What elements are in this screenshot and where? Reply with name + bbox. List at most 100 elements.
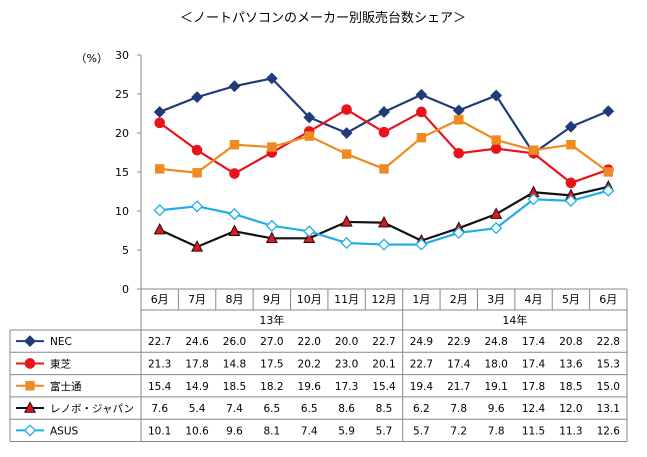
series-3-legend-marker xyxy=(23,401,37,413)
series-1-point xyxy=(378,126,390,138)
series-0-legend-marker xyxy=(24,335,36,348)
series-0-point xyxy=(228,80,241,93)
series-0-point xyxy=(565,120,577,133)
x-tick-label: 12月 xyxy=(372,293,397,306)
series-0-value-label: 22.7 xyxy=(372,336,395,348)
series-1-value-label: 23.0 xyxy=(335,358,358,370)
series-1-value-label: 17.5 xyxy=(260,358,283,370)
x-tick-label: 2月 xyxy=(450,293,468,306)
x-tick-label: 1月 xyxy=(412,293,430,306)
series-0-value-label: 17.4 xyxy=(522,336,546,348)
series-0-value-label: 24.9 xyxy=(410,336,433,348)
series-0-value-label: 22.9 xyxy=(447,336,470,348)
series-3-point xyxy=(340,215,353,227)
series-3-value-label: 13.1 xyxy=(597,403,620,415)
series-4-value-label: 9.6 xyxy=(226,425,243,437)
series-4-point xyxy=(602,184,615,197)
x-tick-label: 6月 xyxy=(151,293,169,306)
series-3-value-label: 8.6 xyxy=(338,403,355,415)
series-4-point xyxy=(415,238,428,251)
series-1-legend-marker xyxy=(24,358,36,369)
series-1-value-label: 14.8 xyxy=(223,358,246,370)
series-4-legend-label: ASUS xyxy=(50,425,79,437)
series-1-point xyxy=(154,117,165,129)
x-tick-label: 8月 xyxy=(225,293,243,306)
series-2-point xyxy=(379,164,389,174)
series-0-value-label: 24.8 xyxy=(484,336,507,348)
x-tick-label: 11月 xyxy=(334,293,359,306)
series-0-point xyxy=(265,72,278,85)
series-2-point xyxy=(454,115,464,125)
series-1-value-label: 20.1 xyxy=(372,358,395,370)
series-3-value-label: 6.5 xyxy=(301,403,318,415)
series-2-value-label: 15.0 xyxy=(597,381,620,393)
series-1-value-label: 17.4 xyxy=(447,358,471,370)
series-1-point xyxy=(416,106,427,118)
series-1-point xyxy=(453,147,465,159)
series-2-value-label: 14.9 xyxy=(185,381,208,393)
series-3-value-label: 7.4 xyxy=(226,403,243,415)
series-0-point xyxy=(378,106,390,118)
series-0-point xyxy=(415,88,428,101)
series-2-point xyxy=(491,135,501,145)
series-3-value-label: 6.5 xyxy=(263,403,280,415)
y-tick-label: 0 xyxy=(122,283,129,296)
series-4-point xyxy=(265,219,278,232)
series-1-value-label: 18.0 xyxy=(484,358,507,370)
series-4-value-label: 5.7 xyxy=(376,425,393,437)
series-2-value-label: 19.6 xyxy=(298,381,322,393)
series-4-value-label: 8.1 xyxy=(263,425,280,437)
series-2-point xyxy=(341,149,352,159)
series-2-point xyxy=(528,145,539,155)
series-0-point xyxy=(303,111,316,124)
y-tick-label: 5 xyxy=(122,244,129,257)
series-4-value-label: 10.1 xyxy=(148,425,171,437)
series-0-value-label: 22.0 xyxy=(298,336,321,348)
x-tick-label: 3月 xyxy=(487,293,505,306)
series-2-point xyxy=(566,140,576,150)
x-tick-label: 9月 xyxy=(263,293,281,306)
series-2-value-label: 15.4 xyxy=(372,381,396,393)
series-1-value-label: 21.3 xyxy=(148,358,171,370)
series-2-point xyxy=(603,167,614,177)
series-4-legend-marker xyxy=(23,424,37,437)
series-3-value-label: 7.6 xyxy=(151,403,168,415)
series-3-point xyxy=(228,224,241,236)
y-tick-label: 10 xyxy=(115,205,129,218)
series-0-point xyxy=(340,127,353,139)
x-tick-label: 10月 xyxy=(297,293,322,306)
series-0-point xyxy=(452,104,465,117)
series-2-point xyxy=(416,132,427,143)
series-0-value-label: 22.8 xyxy=(597,336,620,348)
x-tick-label: 6月 xyxy=(599,293,617,306)
series-4-value-label: 7.8 xyxy=(488,425,505,437)
series-1-point xyxy=(229,168,240,179)
series-0-value-label: 26.0 xyxy=(223,336,246,348)
series-1-point xyxy=(191,144,203,156)
series-4-value-label: 5.7 xyxy=(413,425,430,437)
series-3-point xyxy=(377,215,391,228)
series-4-value-label: 11.3 xyxy=(559,425,582,437)
series-4-point xyxy=(452,226,465,239)
series-4-point xyxy=(340,236,353,250)
series-3-value-label: 7.8 xyxy=(450,403,467,415)
series-2-point xyxy=(267,142,277,152)
series-1-value-label: 22.7 xyxy=(410,358,433,370)
series-2-point xyxy=(229,140,240,150)
series-4-point xyxy=(190,200,204,213)
series-2-value-label: 15.4 xyxy=(148,381,172,393)
series-4-point xyxy=(228,208,241,221)
series-4-value-label: 7.2 xyxy=(450,425,467,437)
series-3-value-label: 8.5 xyxy=(376,403,393,415)
series-2-legend-label: 富士通 xyxy=(50,380,82,393)
year-group-label: 14年 xyxy=(502,313,527,327)
series-4-point xyxy=(377,238,391,251)
series-2-value-label: 18.5 xyxy=(559,381,582,393)
series-1-legend-label: 東芝 xyxy=(50,357,71,370)
series-0-legend-label: NEC xyxy=(50,336,72,348)
series-3-value-label: 9.6 xyxy=(488,403,505,415)
y-tick-label: 30 xyxy=(115,49,129,62)
y-axis-label: （%） xyxy=(76,52,108,65)
series-2-value-label: 19.4 xyxy=(410,381,434,393)
